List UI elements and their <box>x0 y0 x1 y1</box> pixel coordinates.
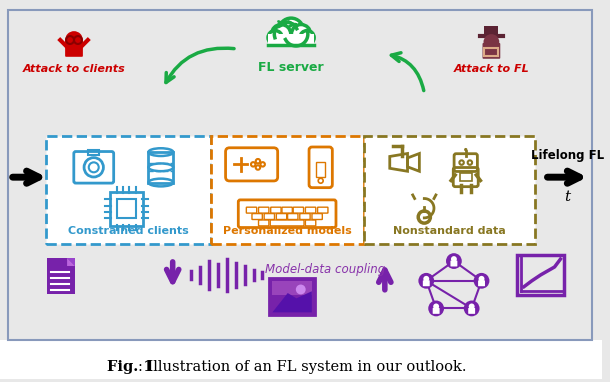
Bar <box>484 48 498 56</box>
Circle shape <box>292 24 310 44</box>
Bar <box>272 281 312 295</box>
FancyBboxPatch shape <box>270 278 315 315</box>
Bar <box>316 162 325 177</box>
Bar <box>211 136 364 244</box>
Circle shape <box>468 303 475 309</box>
Bar <box>364 136 535 244</box>
Bar <box>460 173 472 181</box>
Circle shape <box>418 273 434 289</box>
FancyBboxPatch shape <box>450 261 458 267</box>
Text: Fig. 1: Fig. 1 <box>107 359 153 374</box>
Circle shape <box>473 273 489 289</box>
FancyBboxPatch shape <box>432 308 440 314</box>
Bar <box>0 340 602 379</box>
Bar <box>148 152 173 183</box>
Bar <box>268 34 314 45</box>
Circle shape <box>296 285 306 295</box>
Circle shape <box>433 303 439 309</box>
Polygon shape <box>272 291 312 312</box>
FancyBboxPatch shape <box>483 43 500 59</box>
Circle shape <box>464 148 467 151</box>
Text: Nonstandard data: Nonstandard data <box>393 227 506 236</box>
Circle shape <box>479 276 484 282</box>
Text: Attack to FL: Attack to FL <box>453 64 529 74</box>
Polygon shape <box>67 258 75 266</box>
Text: FL server: FL server <box>258 61 324 74</box>
Text: t: t <box>564 190 570 204</box>
Circle shape <box>271 24 291 44</box>
FancyBboxPatch shape <box>423 280 429 286</box>
FancyBboxPatch shape <box>478 280 485 286</box>
Circle shape <box>279 18 304 43</box>
Bar <box>8 10 592 340</box>
Bar <box>484 26 498 36</box>
Circle shape <box>464 301 479 316</box>
Circle shape <box>423 276 429 282</box>
Circle shape <box>65 31 83 49</box>
Text: Lifelong FL: Lifelong FL <box>531 149 604 162</box>
Circle shape <box>268 31 282 45</box>
Text: Attack to clients: Attack to clients <box>23 64 126 74</box>
Text: Constrained clients: Constrained clients <box>68 227 189 236</box>
Text: Personalized models: Personalized models <box>223 227 352 236</box>
Circle shape <box>451 256 457 262</box>
Bar <box>46 136 211 244</box>
FancyBboxPatch shape <box>65 41 83 57</box>
Circle shape <box>484 34 500 50</box>
Polygon shape <box>67 258 75 266</box>
Circle shape <box>300 31 314 45</box>
Circle shape <box>446 253 462 269</box>
FancyBboxPatch shape <box>468 308 475 314</box>
FancyBboxPatch shape <box>48 258 75 294</box>
Circle shape <box>428 301 444 316</box>
Bar <box>117 199 136 218</box>
Text: : Illustration of an FL system in our outlook.: : Illustration of an FL system in our ou… <box>138 359 467 374</box>
Text: Model-data coupling: Model-data coupling <box>265 263 386 276</box>
